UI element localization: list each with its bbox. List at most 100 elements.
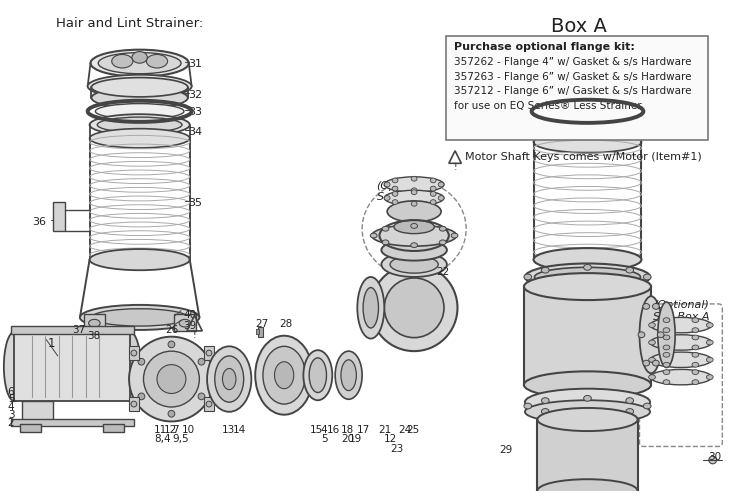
Ellipse shape xyxy=(638,332,644,338)
Ellipse shape xyxy=(381,240,447,260)
Ellipse shape xyxy=(650,318,711,333)
Ellipse shape xyxy=(535,45,641,74)
Ellipse shape xyxy=(584,396,591,401)
Text: 3: 3 xyxy=(8,410,14,420)
Ellipse shape xyxy=(692,370,699,374)
Text: 25: 25 xyxy=(406,426,420,436)
Ellipse shape xyxy=(198,393,205,400)
Ellipse shape xyxy=(649,374,656,380)
Ellipse shape xyxy=(649,340,656,345)
Text: Box A: Box A xyxy=(551,17,607,36)
Ellipse shape xyxy=(578,44,597,58)
Ellipse shape xyxy=(534,115,641,138)
Text: 5: 5 xyxy=(320,434,327,444)
Text: 29: 29 xyxy=(499,444,512,454)
Ellipse shape xyxy=(439,240,446,245)
Ellipse shape xyxy=(538,479,638,500)
Text: 357212 - Flange 6” w/ Gasket & s/s Hardware: 357212 - Flange 6” w/ Gasket & s/s Hardw… xyxy=(453,86,691,97)
Ellipse shape xyxy=(223,368,236,390)
Ellipse shape xyxy=(430,178,436,183)
Ellipse shape xyxy=(524,372,651,398)
Ellipse shape xyxy=(92,78,188,97)
Ellipse shape xyxy=(393,178,398,183)
Bar xyxy=(174,314,196,331)
Text: 32: 32 xyxy=(188,90,202,100)
Ellipse shape xyxy=(535,86,639,110)
Text: 37: 37 xyxy=(72,325,86,335)
Ellipse shape xyxy=(525,400,650,423)
Ellipse shape xyxy=(394,220,435,234)
Ellipse shape xyxy=(430,192,436,196)
Text: 19: 19 xyxy=(349,434,362,444)
Bar xyxy=(129,398,138,411)
Text: 22: 22 xyxy=(436,268,450,278)
Ellipse shape xyxy=(663,318,670,322)
Text: 39: 39 xyxy=(183,322,196,332)
Text: 12: 12 xyxy=(384,434,398,444)
Ellipse shape xyxy=(363,288,378,328)
Text: 36: 36 xyxy=(32,218,46,228)
Ellipse shape xyxy=(411,202,417,206)
Ellipse shape xyxy=(80,305,199,330)
Ellipse shape xyxy=(384,196,390,200)
Ellipse shape xyxy=(430,186,436,191)
Ellipse shape xyxy=(650,335,711,350)
Ellipse shape xyxy=(649,358,656,362)
Text: (Optional): (Optional) xyxy=(377,180,432,190)
Text: 14: 14 xyxy=(233,426,247,436)
Ellipse shape xyxy=(90,50,189,76)
Text: 357263 - Flange 6” w/ Gasket & s/s Hardware: 357263 - Flange 6” w/ Gasket & s/s Hardw… xyxy=(453,72,691,82)
Ellipse shape xyxy=(553,48,580,64)
Ellipse shape xyxy=(129,336,214,422)
Text: 33: 33 xyxy=(188,108,202,118)
Ellipse shape xyxy=(384,278,444,338)
Ellipse shape xyxy=(534,248,641,271)
Ellipse shape xyxy=(706,358,713,362)
Ellipse shape xyxy=(393,192,398,196)
Text: !: ! xyxy=(193,331,196,340)
Ellipse shape xyxy=(706,340,713,345)
Ellipse shape xyxy=(138,393,145,400)
Text: (Optional): (Optional) xyxy=(653,300,709,310)
Text: 35: 35 xyxy=(188,198,202,208)
Ellipse shape xyxy=(451,233,458,238)
Ellipse shape xyxy=(382,226,389,231)
Ellipse shape xyxy=(663,328,670,332)
Ellipse shape xyxy=(89,114,190,136)
Text: 15: 15 xyxy=(310,426,323,436)
Ellipse shape xyxy=(653,304,660,310)
Ellipse shape xyxy=(438,196,444,200)
Ellipse shape xyxy=(92,87,188,108)
Bar xyxy=(446,36,708,140)
Text: 5: 5 xyxy=(8,394,14,404)
Ellipse shape xyxy=(706,374,713,380)
Ellipse shape xyxy=(663,380,670,384)
Text: !: ! xyxy=(453,164,457,172)
Ellipse shape xyxy=(650,370,711,385)
Ellipse shape xyxy=(335,351,362,400)
Ellipse shape xyxy=(584,264,591,270)
Ellipse shape xyxy=(131,350,137,356)
Bar xyxy=(524,286,651,385)
Text: 31: 31 xyxy=(188,60,202,70)
Ellipse shape xyxy=(626,281,634,286)
Bar xyxy=(258,327,263,336)
Ellipse shape xyxy=(89,249,190,270)
Ellipse shape xyxy=(341,360,356,390)
Ellipse shape xyxy=(706,322,713,328)
Bar xyxy=(103,424,124,432)
Bar xyxy=(538,420,638,491)
Ellipse shape xyxy=(263,346,305,404)
Text: Hair and Lint Strainer:: Hair and Lint Strainer: xyxy=(56,17,203,30)
Ellipse shape xyxy=(411,176,417,181)
Ellipse shape xyxy=(89,128,190,148)
Bar xyxy=(11,326,134,334)
Ellipse shape xyxy=(382,240,389,245)
Ellipse shape xyxy=(138,358,145,365)
Text: 18: 18 xyxy=(341,426,354,436)
Ellipse shape xyxy=(692,328,699,332)
Ellipse shape xyxy=(411,243,417,248)
Ellipse shape xyxy=(650,352,711,368)
Text: See Box A: See Box A xyxy=(377,192,433,202)
Text: 4: 4 xyxy=(320,426,327,436)
